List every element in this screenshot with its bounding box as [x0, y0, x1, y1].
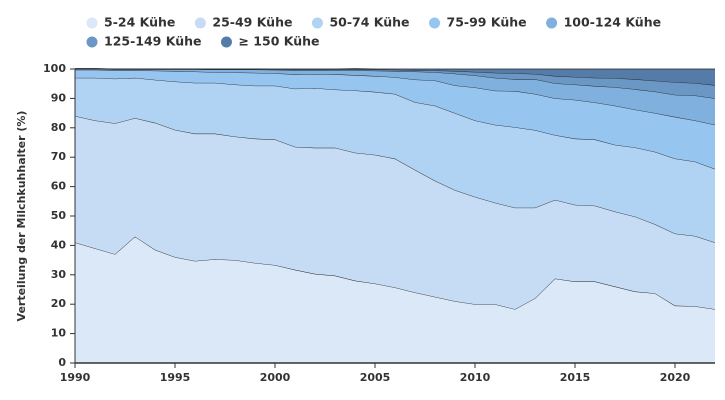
area	[75, 69, 715, 125]
legend-label: 125-149 Kühe	[104, 34, 201, 49]
y-tick-label: 50	[51, 209, 67, 222]
legend-label: 5-24 Kühe	[104, 15, 175, 30]
legend-label: ≥ 150 Kühe	[238, 34, 319, 49]
area	[75, 69, 715, 169]
y-tick-label: 40	[51, 238, 67, 251]
y-tick-label: 20	[51, 297, 67, 310]
legend-label: 100-124 Kühe	[564, 15, 661, 30]
x-tick-label: 2020	[660, 371, 691, 384]
x-tick-label: 2010	[460, 371, 491, 384]
y-tick-label: 100	[43, 62, 66, 75]
x-tick-label: 2005	[360, 371, 391, 384]
legend-marker	[546, 17, 558, 29]
legend-marker	[86, 36, 98, 48]
area	[75, 77, 715, 243]
legend-item: 75-99 Kühe	[429, 15, 527, 30]
y-tick-label: 70	[51, 150, 67, 163]
area	[75, 68, 715, 86]
area	[75, 116, 715, 310]
x-tick-label: 1990	[60, 371, 91, 384]
x-tick-label: 2000	[260, 371, 291, 384]
legend-item: 100-124 Kühe	[546, 15, 661, 30]
x-tick-label: 2015	[560, 371, 591, 384]
y-tick-label: 80	[51, 121, 67, 134]
y-tick-label: 10	[51, 327, 67, 340]
legend-marker	[429, 17, 441, 29]
legend-marker	[86, 17, 98, 29]
x-tick-label: 1995	[160, 371, 191, 384]
legend-item: 50-74 Kühe	[311, 15, 410, 30]
y-tick-label: 30	[51, 268, 67, 281]
legend-marker	[311, 17, 323, 29]
area	[75, 236, 715, 363]
legend-item: 25-49 Kühe	[194, 15, 292, 30]
y-tick-label: 90	[51, 91, 67, 104]
y-axis-label: Verteilung der Milchkuhhalter (%)	[15, 111, 28, 322]
legend-marker	[220, 36, 232, 48]
legend-label: 50-74 Kühe	[329, 15, 409, 30]
legend-label: 25-49 Kühe	[212, 15, 292, 30]
y-tick-label: 60	[51, 180, 67, 193]
y-tick-label: 0	[58, 356, 66, 369]
legend-label: 75-99 Kühe	[447, 15, 527, 30]
legend-item: 125-149 Kühe	[86, 34, 201, 49]
legend-marker	[194, 17, 206, 29]
legend-item: ≥ 150 Kühe	[220, 34, 319, 49]
legend-item: 5-24 Kühe	[86, 15, 175, 30]
